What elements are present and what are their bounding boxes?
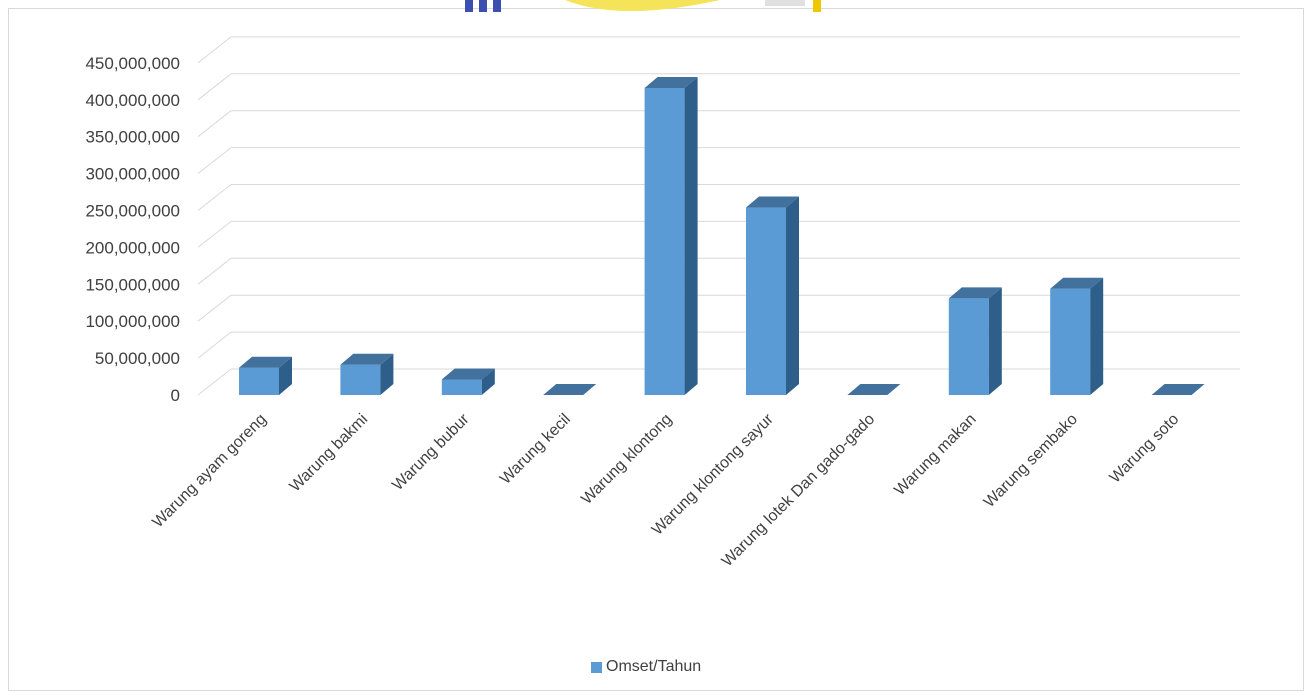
gridline-diagonal: [197, 257, 232, 285]
gridline-diagonal: [197, 331, 232, 359]
gridline-diagonal: [197, 147, 232, 174]
bar-side: [988, 287, 1002, 395]
gridline-diagonal: [197, 73, 232, 101]
bar-top: [847, 384, 901, 395]
x-category-label: Warung bakmi: [287, 411, 372, 496]
y-tick-label: 200,000,000: [85, 238, 180, 257]
y-tick-label: 300,000,000: [85, 165, 180, 184]
x-category-label: Warung soto: [1107, 411, 1183, 487]
watermark-logo: [465, 0, 821, 12]
x-category-label: Warung kecil: [497, 411, 574, 488]
bar-front: [340, 364, 381, 395]
bar-front: [1050, 288, 1091, 395]
y-tick-label: 250,000,000: [85, 202, 180, 221]
legend: Omset/Tahun: [591, 658, 701, 676]
bar-front: [239, 367, 279, 395]
gridline-diagonal: [197, 184, 232, 211]
bar-top: [1050, 277, 1104, 289]
bar-front: [948, 298, 989, 395]
y-tick-label: 350,000,000: [85, 128, 180, 147]
bar-side: [684, 76, 698, 395]
gridline-diagonal: [197, 110, 232, 138]
bar-front: [644, 87, 685, 395]
bar-side: [481, 368, 495, 395]
bar-top: [644, 76, 698, 88]
x-category-label: Warung bubur: [389, 410, 473, 494]
y-tick-label: 400,000,000: [85, 91, 180, 110]
legend-swatch: [591, 661, 602, 673]
bar-side: [279, 356, 292, 395]
bar-top: [239, 356, 292, 368]
x-category-label: Warung ayam goreng: [149, 411, 269, 531]
gridline-diagonal: [197, 368, 232, 396]
bar-top: [746, 196, 799, 208]
x-category-label: Warung sembako: [981, 411, 1081, 511]
bar-top: [441, 368, 495, 380]
gridline-diagonal: [197, 36, 232, 64]
bar-side: [1090, 277, 1104, 395]
y-tick-label: 150,000,000: [85, 275, 180, 294]
bar-front: [441, 379, 482, 395]
y-tick-label: 450,000,000: [85, 54, 180, 73]
bar-top: [1151, 384, 1205, 395]
bar-top: [340, 353, 394, 365]
gridline-diagonal: [197, 221, 232, 248]
y-tick-label: 100,000,000: [85, 312, 180, 331]
bar-top: [948, 287, 1002, 299]
y-tick-label: 0: [171, 386, 180, 405]
x-category-label: Warung klontong: [578, 411, 675, 508]
bar-front: [746, 207, 786, 395]
x-category-label: Warung makan: [891, 411, 979, 499]
bar-top: [543, 384, 597, 395]
gridline-diagonal: [197, 294, 232, 322]
legend-label: Omset/Tahun: [606, 658, 702, 675]
y-tick-label: 50,000,000: [95, 349, 180, 368]
bar-side: [380, 353, 394, 395]
bar-side: [786, 196, 799, 395]
